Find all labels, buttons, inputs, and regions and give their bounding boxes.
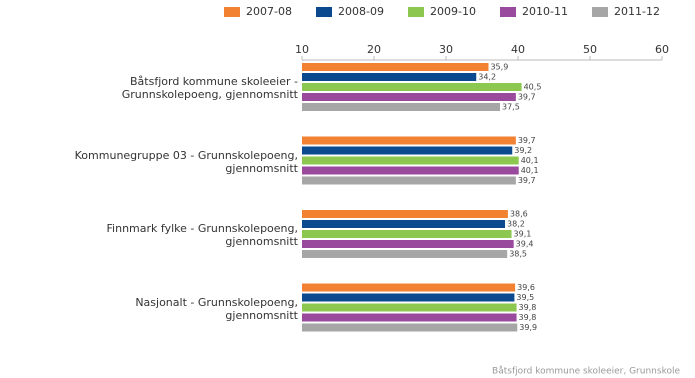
value-label: 40,5	[524, 83, 542, 92]
legend-label: 2011-12	[614, 5, 660, 18]
bar	[302, 210, 508, 218]
bar	[302, 230, 512, 238]
value-label: 39,7	[518, 176, 536, 185]
value-label: 38,2	[507, 220, 525, 229]
value-label: 39,9	[519, 323, 537, 332]
bar	[302, 240, 514, 248]
legend-label: 2009-10	[430, 5, 476, 18]
bar	[302, 176, 516, 185]
value-label: 39,8	[519, 303, 537, 312]
y-tick-label: Nasjonalt - Grunnskolepoeng, gjennomsnit…	[135, 295, 298, 322]
bar	[302, 293, 515, 302]
y-tick-label: Finnmark fylke - Grunnskolepoeng, gjenno…	[106, 222, 298, 248]
y-tick-label: Kommunegruppe 03 - Grunnskolepoeng, gjen…	[74, 148, 298, 175]
value-label: 39,7	[518, 136, 536, 145]
bar	[302, 146, 513, 155]
value-label: 37,5	[502, 103, 520, 112]
value-label: 39,7	[518, 93, 536, 102]
legend-label: 2008-09	[338, 5, 384, 18]
bar	[302, 313, 517, 322]
value-label: 35,9	[490, 63, 508, 72]
value-label: 38,6	[510, 210, 528, 219]
x-tick-label: 50	[583, 43, 597, 56]
value-label: 39,5	[516, 293, 534, 302]
x-tick-label: 20	[367, 43, 381, 56]
footnote: Båtsfjord kommune skoleeier, Grunnskole	[492, 366, 680, 377]
legend-label: 2010-11	[522, 5, 568, 18]
bar	[302, 156, 519, 165]
value-label: 40,1	[521, 166, 539, 175]
legend-swatch	[316, 7, 332, 17]
bar	[302, 83, 522, 91]
value-label: 38,5	[509, 250, 527, 259]
value-label: 39,4	[516, 240, 534, 249]
legend-swatch	[408, 7, 424, 17]
bar	[302, 220, 506, 228]
bar	[302, 63, 489, 71]
legend-label: 2007-08	[246, 5, 292, 18]
bar	[302, 323, 518, 332]
value-label: 39,1	[514, 230, 532, 239]
x-tick-label: 30	[439, 43, 453, 56]
bar	[302, 250, 508, 258]
x-tick-label: 10	[295, 43, 309, 56]
value-label: 40,1	[521, 156, 539, 165]
legend-swatch	[592, 7, 608, 17]
bar	[302, 93, 516, 101]
legend-swatch	[224, 7, 240, 17]
value-label: 39,2	[514, 146, 532, 155]
bar	[302, 283, 516, 292]
x-tick-label: 60	[655, 43, 669, 56]
legend-swatch	[500, 7, 516, 17]
bar	[302, 73, 477, 81]
value-label: 39,6	[517, 283, 535, 292]
bar	[302, 136, 516, 145]
value-label: 39,8	[519, 313, 537, 322]
value-label: 34,2	[478, 73, 496, 82]
y-tick-label: Båtsfjord kommune skoleeier - Grunnskole…	[121, 75, 298, 101]
bar	[302, 103, 500, 111]
bar	[302, 303, 517, 312]
bar	[302, 166, 519, 175]
x-tick-label: 40	[511, 43, 525, 56]
